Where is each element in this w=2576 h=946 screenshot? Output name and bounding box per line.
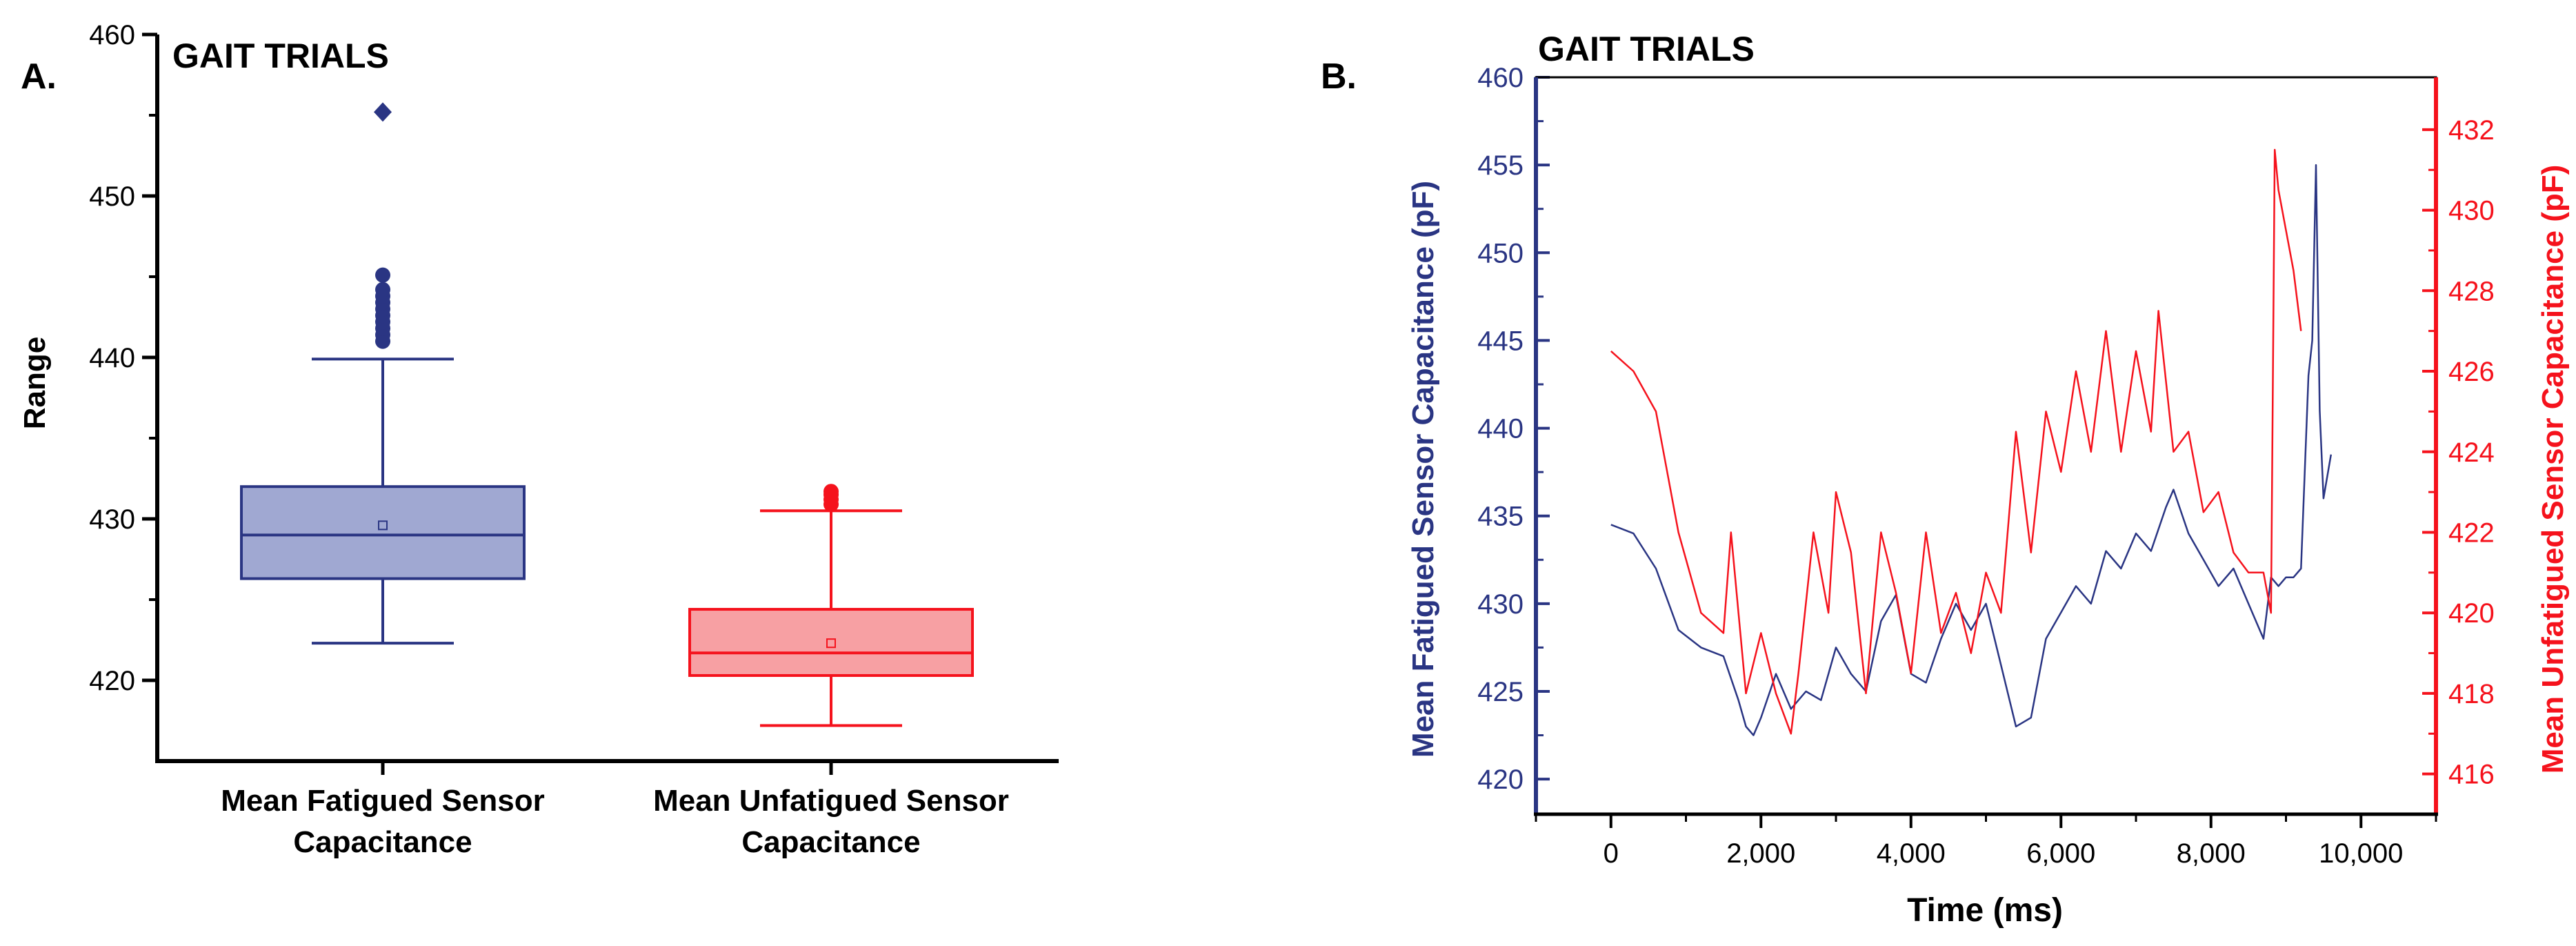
box-mean-marker (378, 520, 388, 531)
panel-b-x-axis-label: Time (ms) (1907, 892, 2063, 929)
panel-a-y-tick-label: 460 (89, 20, 135, 50)
panel-b-y-axis-label-right: Mean Unfatigued Sensor Capacitance (pF) (2536, 165, 2570, 774)
panel-a-title: GAIT TRIALS (172, 37, 389, 75)
panel-b-left-tick-label: 445 (1477, 326, 1524, 356)
panel-b-x-tick-label: 0 (1604, 838, 1619, 869)
panel-b-left-tick-label: 425 (1477, 677, 1524, 707)
panel-b-left-tick-label: 420 (1477, 765, 1524, 795)
box-fatigued (240, 102, 526, 775)
panel-a-y-tick-label: 430 (89, 504, 135, 535)
panel-a-category-label: Mean Fatigued Sensor Capacitance (221, 784, 544, 859)
panel-b-left-tick-label: 450 (1477, 238, 1524, 268)
panel-b-linechart: B. GAIT TRIALS Mean Fatigued Sensor Capa… (1321, 30, 2570, 929)
box-mean-marker (826, 638, 836, 649)
panel-b-letter: B. (1321, 57, 1357, 97)
panel-b-x-tick-label: 10,000 (2319, 838, 2403, 869)
panel-b-right-tick-label: 420 (2448, 598, 2495, 629)
box-iqr (240, 485, 526, 580)
series-line-fatigued (1610, 164, 2333, 736)
panel-b-left-tick-label: 430 (1477, 589, 1524, 620)
panel-b-right-tick-label: 432 (2448, 115, 2495, 146)
panel-a-boxplot: A. GAIT TRIALS Range 420 430 440 450 460 Mea… (18, 20, 1059, 859)
panel-b-right-tick-label: 422 (2448, 518, 2495, 548)
panel-b-left-tick-label: 460 (1477, 63, 1524, 93)
panel-b-x-tick-label: 6,000 (2026, 838, 2095, 869)
panel-a-y-tick-label: 450 (89, 181, 135, 212)
box-outlier-point (823, 484, 839, 500)
panel-a-y-axis-label: Range (18, 337, 52, 429)
panel-a-category-label: Mean Unfatigued Sensor Capacitance (653, 784, 1009, 859)
panel-b-right-tick-label: 424 (2448, 437, 2495, 468)
series-line-unfatigued (1610, 148, 2302, 735)
panel-b-right-tick-label: 418 (2448, 679, 2495, 709)
panel-b-right-tick-label: 426 (2448, 357, 2495, 387)
panel-b-right-tick-label: 416 (2448, 760, 2495, 790)
box-unfatigued (688, 484, 974, 775)
panel-b-x-tick-label: 4,000 (1877, 838, 1946, 869)
panel-b-left-tick-label: 435 (1477, 502, 1524, 532)
box-outlier-point (374, 102, 392, 122)
panel-b-right-tick-label: 428 (2448, 276, 2495, 306)
box-outlier-point (375, 282, 390, 297)
panel-b-y-axis-label-left: Mean Fatigued Sensor Capacitance (pF) (1406, 181, 1440, 758)
panel-b-x-tick-label: 8,000 (2177, 838, 2246, 869)
panel-b-x-tick-label: 2,000 (1726, 838, 1795, 869)
box-iqr (688, 608, 974, 677)
panel-a-y-tick-label: 420 (89, 666, 135, 696)
panel-b-left-tick-label: 440 (1477, 414, 1524, 444)
panel-b-left-tick-label: 455 (1477, 150, 1524, 181)
panel-b-title: GAIT TRIALS (1538, 30, 1755, 68)
panel-a-letter: A. (21, 57, 57, 97)
panel-a-y-tick-label: 440 (89, 343, 135, 373)
panel-b-right-tick-label: 430 (2448, 196, 2495, 226)
box-outlier-point (375, 267, 390, 283)
